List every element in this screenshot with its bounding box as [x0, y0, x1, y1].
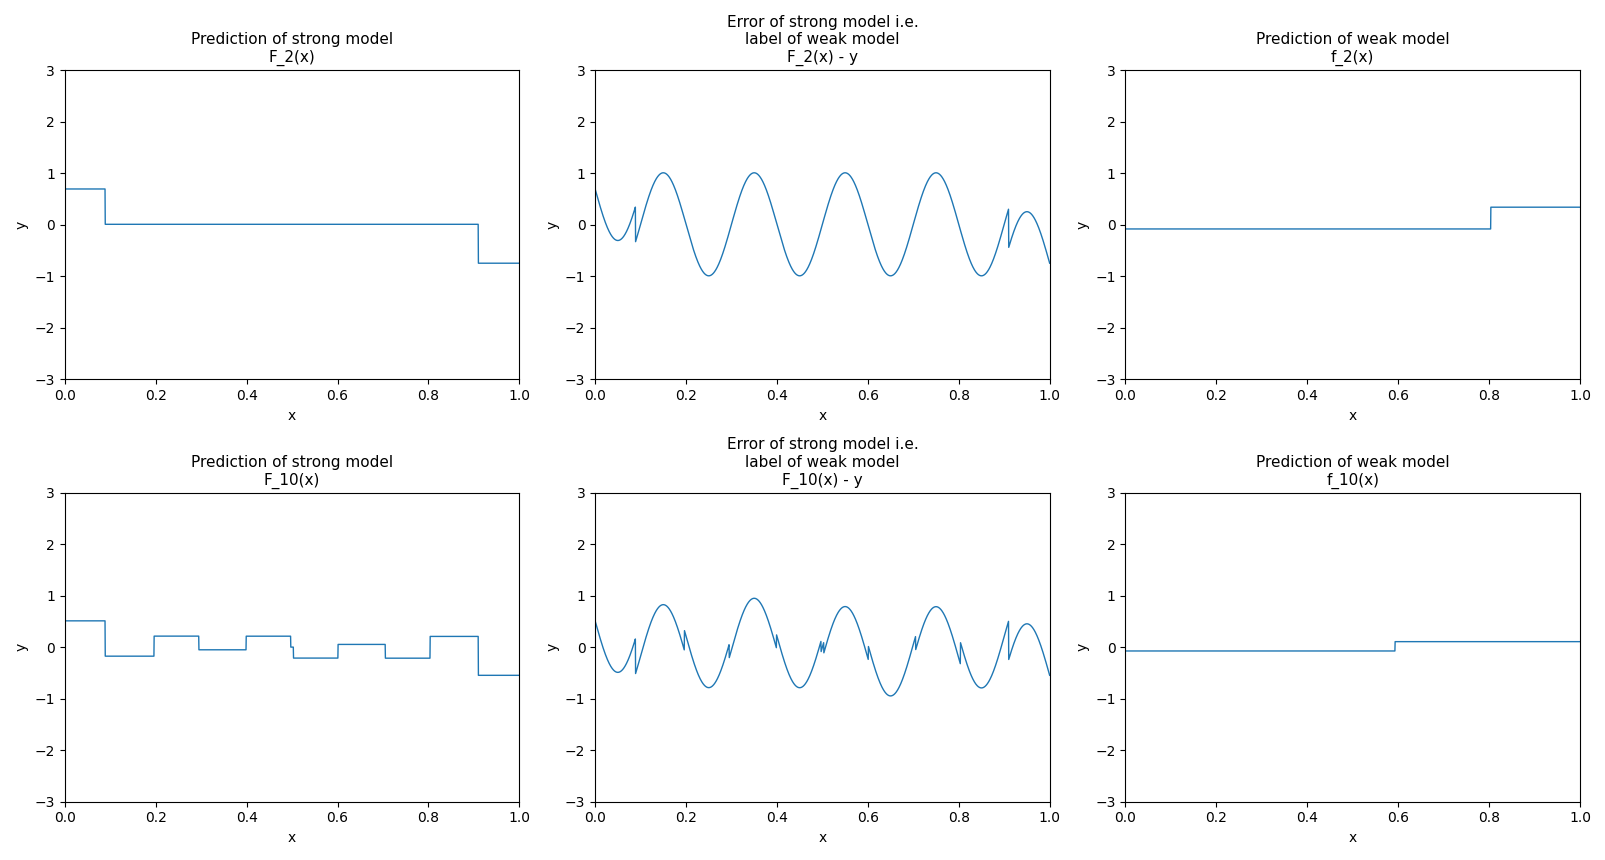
Y-axis label: y: y: [546, 220, 559, 229]
Y-axis label: y: y: [14, 643, 29, 651]
Title: Prediction of weak model
f_10(x): Prediction of weak model f_10(x): [1255, 455, 1449, 488]
X-axis label: x: x: [1348, 408, 1356, 422]
X-axis label: x: x: [819, 408, 827, 422]
Title: Error of strong model i.e.
label of weak model
F_10(x) - y: Error of strong model i.e. label of weak…: [725, 438, 918, 488]
Y-axis label: y: y: [546, 643, 559, 651]
Y-axis label: y: y: [14, 220, 29, 229]
Title: Error of strong model i.e.
label of weak model
F_2(x) - y: Error of strong model i.e. label of weak…: [725, 15, 918, 66]
Y-axis label: y: y: [1075, 643, 1088, 651]
Y-axis label: y: y: [1075, 220, 1088, 229]
X-axis label: x: x: [287, 408, 295, 422]
Title: Prediction of strong model
F_10(x): Prediction of strong model F_10(x): [191, 455, 393, 488]
X-axis label: x: x: [287, 831, 295, 845]
X-axis label: x: x: [819, 831, 827, 845]
Title: Prediction of strong model
F_2(x): Prediction of strong model F_2(x): [191, 33, 393, 66]
Title: Prediction of weak model
f_2(x): Prediction of weak model f_2(x): [1255, 33, 1449, 66]
X-axis label: x: x: [1348, 831, 1356, 845]
